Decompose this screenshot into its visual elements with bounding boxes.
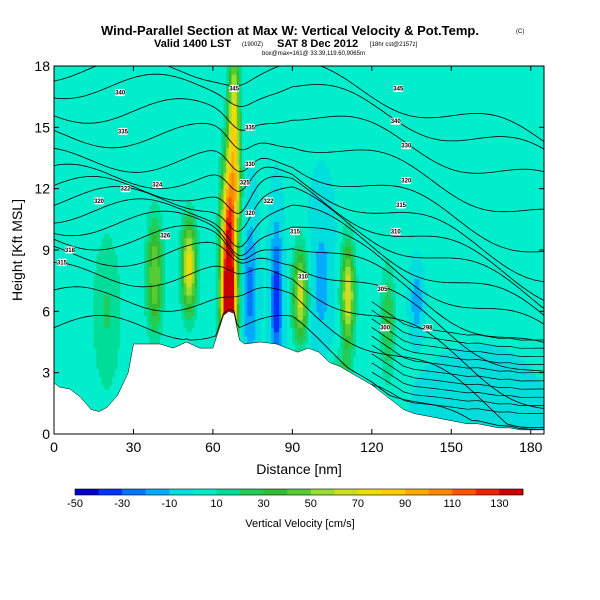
chart-title: Wind-Parallel Section at Max W: Vertical… bbox=[101, 23, 479, 38]
subline: box@max=161@ 33.39,119.60,9065m bbox=[262, 51, 365, 57]
chart-header: Wind-Parallel Section at Max W: Vertical… bbox=[101, 23, 524, 57]
plot-area: 3153183203223243263353403453353303253203… bbox=[54, 58, 545, 435]
copyright-mark: (C) bbox=[516, 29, 524, 35]
forecast-note: [18hr cst@2157z] bbox=[370, 42, 417, 48]
valid-utc: (1900Z) bbox=[242, 42, 263, 48]
valid-date: SAT 8 Dec 2012 bbox=[277, 38, 358, 50]
valid-time: Valid 1400 LST bbox=[154, 38, 231, 50]
